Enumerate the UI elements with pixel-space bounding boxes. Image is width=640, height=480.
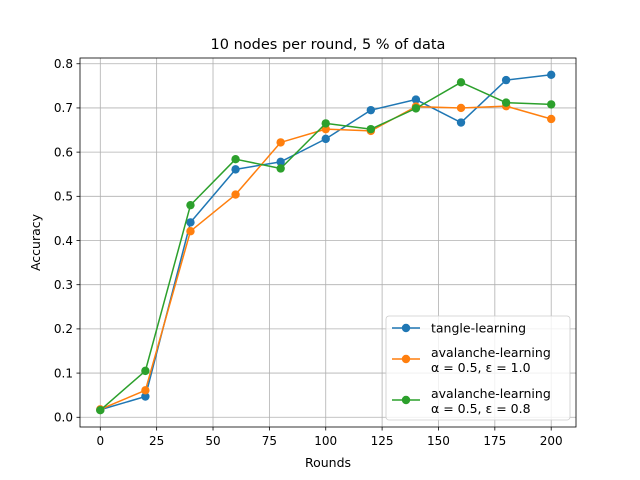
- legend-marker: [401, 354, 411, 364]
- data-point: [141, 386, 150, 395]
- data-point: [456, 78, 466, 87]
- data-point: [456, 118, 466, 127]
- y-tick-label: 0.7: [54, 101, 73, 115]
- y-tick-label: 0.2: [54, 322, 73, 336]
- y-tick-label: 0.5: [54, 190, 73, 204]
- data-point: [276, 138, 285, 147]
- y-tick-label: 0.3: [54, 278, 73, 292]
- series-3: [96, 78, 556, 415]
- x-tick-label: 125: [371, 434, 394, 448]
- y-tick-label: 0.6: [54, 145, 73, 159]
- data-point: [411, 95, 421, 104]
- data-point: [366, 124, 376, 134]
- data-point: [231, 154, 240, 164]
- y-tick-label: 0.4: [54, 234, 73, 248]
- legend-label: tangle-learning: [431, 321, 526, 336]
- data-point: [321, 134, 330, 144]
- x-axis-label: Rounds: [305, 455, 351, 470]
- data-point: [501, 75, 511, 85]
- data-point: [547, 114, 556, 124]
- legend-label: avalanche-learning: [431, 386, 551, 401]
- x-tick-label: 25: [149, 434, 164, 448]
- data-point: [276, 157, 285, 167]
- y-tick-label: 0.8: [54, 57, 73, 71]
- data-point: [321, 124, 330, 134]
- data-point: [456, 103, 466, 113]
- data-point: [186, 218, 195, 227]
- data-point: [96, 406, 105, 415]
- plot-series: [96, 70, 556, 415]
- chart-title: 10 nodes per round, 5 % of data: [211, 37, 446, 53]
- legend-frame: [385, 315, 571, 421]
- data-point: [321, 119, 330, 128]
- data-point: [411, 104, 421, 113]
- data-point: [231, 190, 240, 199]
- x-tick-label: 50: [205, 434, 220, 448]
- x-tick-label: 200: [540, 434, 563, 448]
- x-tick-label: 175: [483, 434, 506, 448]
- y-axis-label: Accuracy: [28, 213, 43, 271]
- plot-frame: [79, 57, 577, 428]
- data-point: [547, 70, 556, 79]
- legend-label: α = 0.5, ε = 0.8: [431, 401, 531, 416]
- data-point: [186, 200, 195, 210]
- legend-label: avalanche-learning: [431, 345, 551, 360]
- x-tick-label: 150: [427, 434, 450, 448]
- x-tick-label: 100: [314, 434, 337, 448]
- data-point: [366, 105, 376, 115]
- x-axis: 0 25 50 75 100 125 150 175 200: [96, 427, 563, 448]
- legend-marker: [401, 323, 411, 333]
- data-point: [186, 227, 195, 236]
- data-point: [141, 366, 150, 376]
- y-tick-label: 0.0: [54, 411, 73, 425]
- y-axis: 0.0 0.1 0.2 0.3 0.4 0.5 0.6 0.7 0.8: [54, 57, 80, 425]
- data-point: [547, 100, 556, 109]
- x-tick-label: 75: [262, 434, 277, 448]
- legend-label: α = 0.5, ε = 1.0: [431, 360, 531, 375]
- data-point: [276, 164, 285, 173]
- data-point: [141, 392, 150, 401]
- x-tick-label: 0: [96, 434, 104, 448]
- legend-marker: [401, 395, 411, 405]
- data-point: [231, 165, 240, 174]
- data-point: [501, 98, 511, 107]
- y-tick-label: 0.1: [54, 366, 73, 380]
